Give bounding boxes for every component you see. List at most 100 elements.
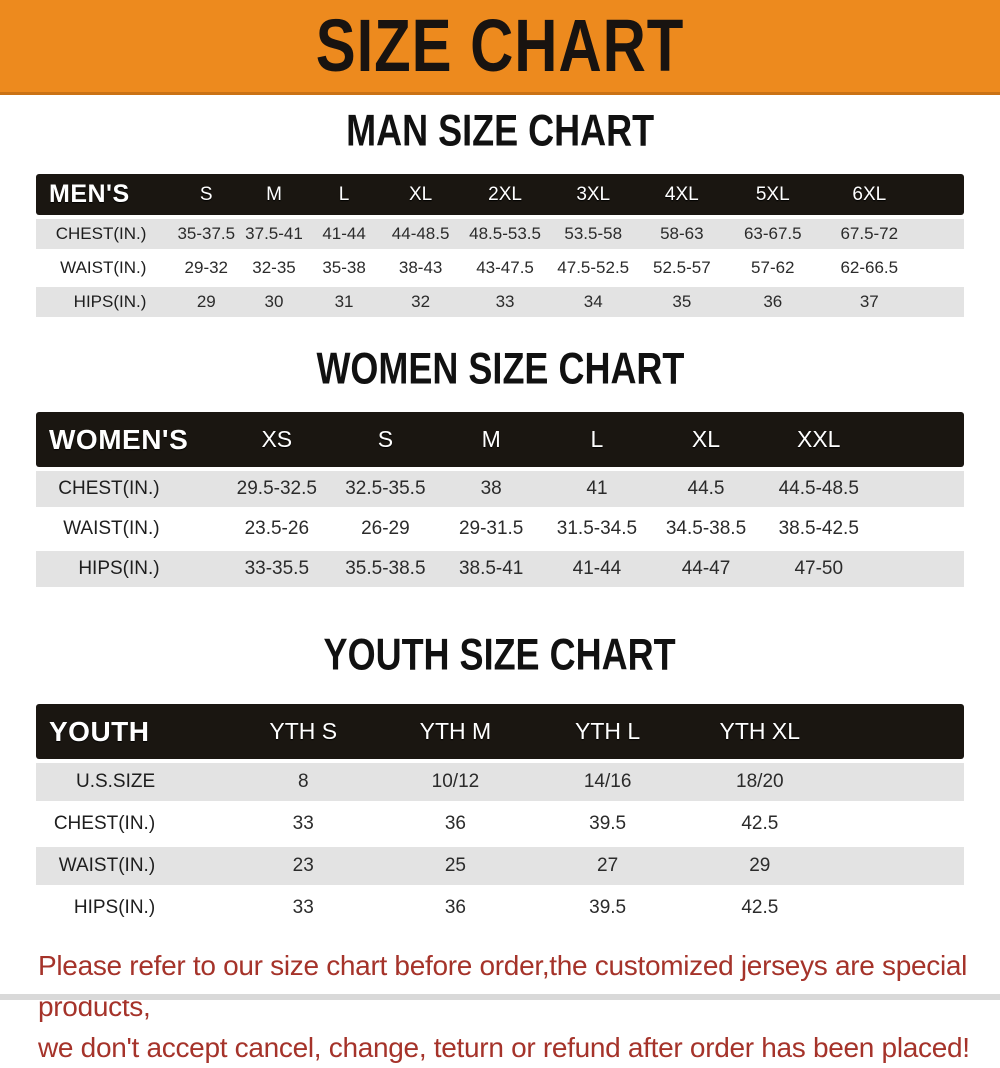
size-value-cell: 32.5-35.5 [332,471,439,507]
size-value-cell: 44-47 [650,551,762,587]
spacer-cell [919,174,964,215]
size-column-header: YTH XL [683,704,836,759]
section-women: WOMEN SIZE CHART WOMEN'S XS S M L XL XXL CHEST(… [0,344,1000,591]
size-column-header: 3XL [549,174,638,215]
row-label: WAIST(IN.) [60,258,147,277]
size-value-cell: 43-47.5 [476,258,534,277]
size-value-cell: 44.5-48.5 [761,471,876,507]
size-column-header: L [543,412,651,467]
size-value-cell: 38.5-42.5 [778,518,859,539]
spacer-cell [919,253,964,283]
table-group-label: MEN'S [36,174,173,215]
size-value-cell: 29 [172,287,241,317]
table-row: CHEST(IN.) 35-37.5 37.5-41 41-44 44-48.5 48.5… [36,219,964,249]
size-value-cell: 42.5 [741,813,779,834]
bottom-edge-strip [0,994,1000,1000]
size-column-header: M [240,174,308,215]
section-heading-youth: YOUTH SIZE CHART [0,630,1000,686]
size-value-cell: 38.5-41 [438,551,544,587]
section-heading-women: WOMEN SIZE CHART [0,344,1000,400]
size-value-cell: 36 [444,897,466,918]
size-value-cell: 52.5-57 [653,258,711,277]
table-row: WAIST(IN.) 23 25 27 29 [36,847,964,885]
size-value-cell: 33 [292,813,314,834]
size-value-cell: 23 [227,847,380,885]
table-row: U.S.SIZE 8 10/12 14/16 18/20 [36,763,964,801]
size-value-cell: 23.5-26 [244,518,310,539]
section-man: MAN SIZE CHART MEN'S S M L XL 2XL 3XL 4XL 5XL 6XL… [0,106,1000,321]
size-column-header: M [438,412,544,467]
size-value-cell: 29-31.5 [458,518,524,539]
size-column-header: XL [380,174,461,215]
spacer-cell [835,763,964,801]
table-group-label: YOUTH [36,704,228,759]
size-value-cell: 35-37.5 [172,219,241,249]
size-value-cell: 62-66.5 [840,258,899,277]
size-value-cell: 33 [460,287,550,317]
size-value-cell: 29.5-32.5 [221,471,333,507]
size-value-cell: 41-44 [307,219,381,249]
size-value-cell: 8 [227,763,380,801]
spacer-cell [876,511,964,547]
size-value-cell: 44.5 [650,471,762,507]
women-size-table: WOMEN'S XS S M L XL XXL CHEST(IN.) 29.5-32.5 32.5… [36,408,964,591]
size-value-cell: 44-48.5 [380,219,461,249]
size-value-cell: 31 [307,287,381,317]
size-value-cell: 35-38 [322,258,366,277]
spacer-cell [836,805,964,843]
section-heading-text: YOUTH SIZE CHART [323,630,677,680]
size-value-cell: 41-44 [543,551,651,587]
size-value-cell: 10/12 [379,763,532,801]
size-value-cell: 34 [549,287,638,317]
disclaimer-line-2: we don't accept cancel, change, teturn o… [38,1032,970,1063]
size-value-cell: 30 [240,287,308,317]
row-label: HIPS(IN.) [36,551,222,587]
spacer-cell [875,412,964,467]
size-value-cell: 39.5 [589,813,627,834]
table-header-row: MEN'S S M L XL 2XL 3XL 4XL 5XL 6XL [36,174,964,215]
spacer-cell [835,847,964,885]
spacer-cell [835,704,964,759]
row-label: WAIST(IN.) [63,518,160,539]
size-value-cell: 14/16 [531,763,684,801]
size-value-cell: 18/20 [683,763,836,801]
section-heading-text: WOMEN SIZE CHART [316,344,684,394]
size-value-cell: 33 [292,897,314,918]
row-label: U.S.SIZE [36,763,228,801]
size-value-cell: 25 [379,847,532,885]
row-label: CHEST(IN.) [53,813,156,834]
size-value-cell: 36 [444,813,466,834]
size-column-header: 6XL [819,174,920,215]
size-value-cell: 41 [543,471,651,507]
table-row: HIPS(IN.) 29 30 31 32 33 34 35 36 37 [36,287,964,317]
size-column-header: XXL [761,412,876,467]
size-column-header: 2XL [460,174,550,215]
size-value-cell: 27 [531,847,684,885]
row-label: HIPS(IN.) [73,897,156,918]
size-column-header: YTH M [379,704,532,759]
table-row: WAIST(IN.) 29-32 32-35 35-38 38-43 43-47.5 47.… [36,253,964,283]
size-value-cell: 29 [683,847,836,885]
size-value-cell: 34.5-38.5 [665,518,747,539]
size-value-cell: 35.5-38.5 [332,551,439,587]
table-row: CHEST(IN.) 33 36 39.5 42.5 [36,805,964,843]
size-column-header: YTH L [531,704,684,759]
spacer-cell [875,471,964,507]
section-youth: YOUTH SIZE CHART YOUTH YTH S YTH M YTH L YTH… [0,630,1000,931]
size-value-cell: 37 [819,287,920,317]
table-header-row: WOMEN'S XS S M L XL XXL [36,412,964,467]
table-row: HIPS(IN.) 33-35.5 35.5-38.5 38.5-41 41-44 44-… [36,551,964,587]
table-row: WAIST(IN.) 23.5-26 26-29 29-31.5 31.5-34.5 34… [36,511,964,547]
size-value-cell: 32-35 [252,258,296,277]
size-chart-banner: SIZE CHART [0,0,1000,95]
size-column-header: XL [650,412,762,467]
spacer-cell [919,287,964,317]
size-value-cell: 67.5-72 [819,219,920,249]
row-label: CHEST(IN.) [36,219,173,249]
row-label: HIPS(IN.) [36,287,173,317]
row-label: WAIST(IN.) [36,847,228,885]
size-value-cell: 48.5-53.5 [460,219,550,249]
disclaimer-line-1: Please refer to our size chart before or… [38,950,968,1022]
size-column-header: S [332,412,439,467]
size-value-cell: 36 [726,287,820,317]
